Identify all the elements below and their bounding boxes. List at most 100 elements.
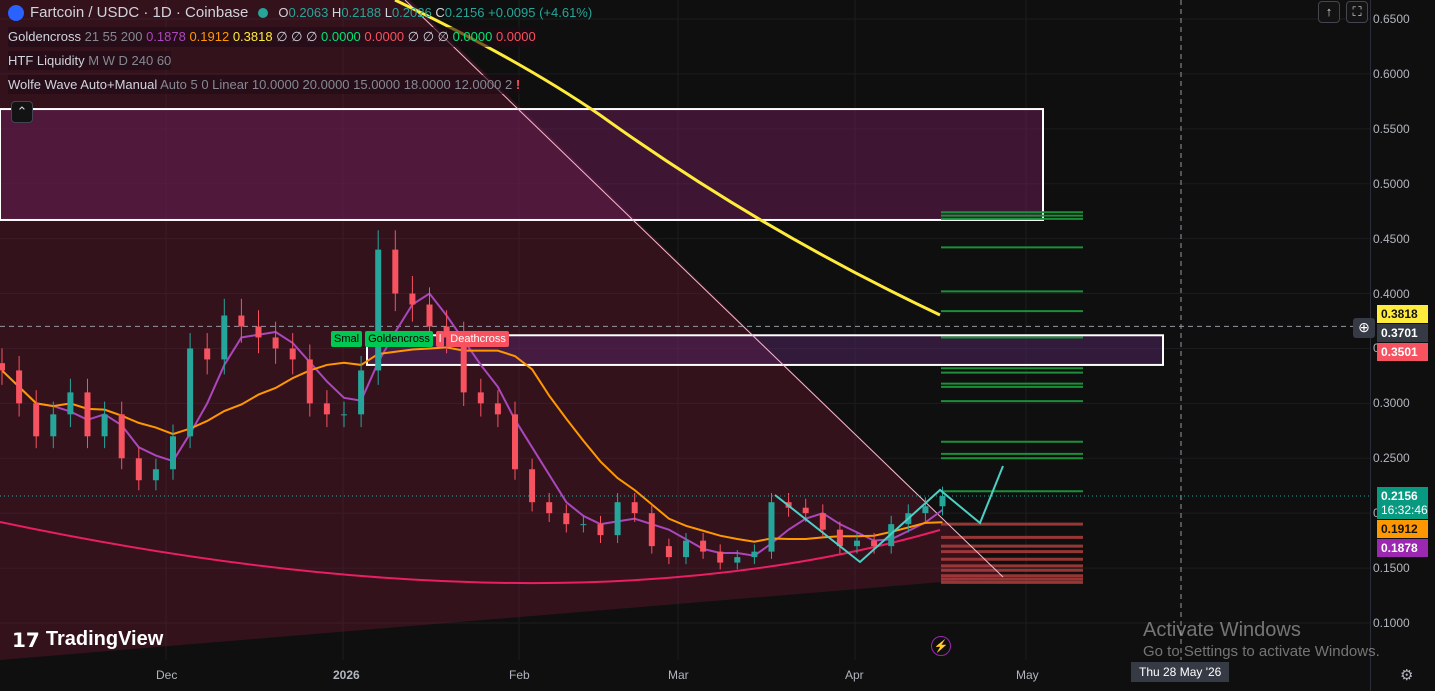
goldencross-value: 0.1878 bbox=[146, 29, 190, 44]
candle bbox=[751, 551, 758, 558]
candle bbox=[221, 315, 228, 360]
price-axis-border bbox=[1370, 0, 1371, 691]
time-tick: Apr bbox=[845, 668, 864, 682]
up-arrow-icon[interactable]: ↑ bbox=[1318, 1, 1340, 23]
candle bbox=[272, 337, 279, 349]
candle bbox=[16, 370, 23, 404]
indicator-name: Wolfe Wave Auto+Manual bbox=[8, 77, 158, 92]
fartcoin-logo-icon bbox=[8, 4, 24, 21]
symbol-title[interactable]: Fartcoin / USDC · 1D · Coinbase bbox=[30, 4, 249, 21]
candle bbox=[50, 414, 57, 437]
time-tick: Dec bbox=[156, 668, 178, 682]
candle bbox=[67, 392, 74, 415]
price-tick: 0.4000 bbox=[1373, 286, 1410, 301]
candle bbox=[358, 370, 365, 415]
price-tick: 0.5500 bbox=[1373, 121, 1410, 136]
candle bbox=[854, 540, 860, 547]
candle bbox=[546, 502, 553, 514]
candle bbox=[135, 458, 142, 481]
market-status-icon bbox=[258, 7, 269, 18]
candle bbox=[255, 326, 262, 338]
add-alert-plus-icon[interactable]: ⊕ bbox=[1353, 318, 1375, 338]
ma-21-line bbox=[1, 292, 944, 557]
candle bbox=[802, 507, 809, 514]
price-tag-value: 0.1912 bbox=[1381, 522, 1418, 537]
candle bbox=[683, 540, 689, 558]
candle bbox=[631, 502, 638, 514]
close-value: 0.2156 bbox=[444, 5, 485, 20]
price-tick: 0.3000 bbox=[1373, 396, 1410, 411]
goldencross-value: 0.0000 bbox=[321, 29, 365, 44]
candle bbox=[460, 337, 467, 393]
price-tick: 0.2500 bbox=[1373, 451, 1410, 466]
tradingview-logo[interactable]: 𝟭𝟳 TradingView bbox=[12, 628, 163, 653]
goldencross-value: 0.1912 bbox=[189, 29, 233, 44]
price-tag: 0.1912 bbox=[1377, 520, 1428, 539]
candle bbox=[409, 293, 416, 305]
candle bbox=[665, 546, 672, 558]
tradingview-wordmark: TradingView bbox=[45, 628, 164, 650]
open-value: 0.2063 bbox=[288, 5, 329, 20]
candle bbox=[204, 348, 211, 360]
high-label: H bbox=[331, 5, 342, 20]
candle bbox=[0, 363, 5, 371]
candle bbox=[614, 502, 621, 536]
candle bbox=[922, 506, 929, 514]
close-label: C bbox=[435, 5, 445, 20]
warning-icon[interactable]: ! bbox=[515, 77, 521, 92]
price-tag-value: 0.3818 bbox=[1381, 306, 1418, 321]
activate-windows-title: Activate Windows bbox=[1143, 619, 1301, 641]
wolfe-wave-zone bbox=[0, 0, 1003, 660]
lightning-icon[interactable]: ⚡ bbox=[931, 636, 951, 656]
goldencross-value: 0.0000 bbox=[364, 29, 408, 44]
indicator-params: M W D 240 60 bbox=[88, 53, 172, 68]
wolfe-wave-projection bbox=[774, 465, 1004, 564]
price-tag: 0.3701 bbox=[1377, 323, 1428, 342]
indicator-name: Goldencross bbox=[8, 29, 81, 44]
fullscreen-icon[interactable]: ⛶ bbox=[1346, 1, 1368, 23]
indicator-wolfe-wave[interactable]: Wolfe Wave Auto+Manual Auto 5 0 Linear 1… bbox=[8, 75, 521, 94]
candle bbox=[289, 348, 296, 360]
ma-55-line bbox=[1, 346, 943, 543]
candle bbox=[170, 436, 176, 470]
candle bbox=[443, 326, 450, 338]
change-value: +0.0095 (+4.61%) bbox=[488, 5, 593, 20]
candle bbox=[939, 496, 946, 507]
signal-small-2: l bbox=[435, 331, 445, 347]
price-tick: 0.6000 bbox=[1373, 66, 1410, 81]
settings-gear-icon[interactable]: ⚙ bbox=[1400, 667, 1414, 684]
goldencross-value: 0.3818 bbox=[232, 29, 277, 44]
price-tag: 0.2156 16:32:46 bbox=[1377, 487, 1428, 520]
price-tag-value: 0.2156 bbox=[1381, 489, 1418, 504]
candle bbox=[819, 513, 826, 530]
price-tag-value: 0.1878 bbox=[1381, 541, 1418, 556]
candle bbox=[648, 513, 655, 547]
candle bbox=[152, 469, 159, 481]
collapse-legend-chevron-up-icon[interactable]: ⌃ bbox=[11, 101, 33, 123]
candle bbox=[426, 304, 433, 327]
candle bbox=[768, 502, 775, 552]
candle bbox=[563, 513, 570, 525]
tv-logo-icon: 𝟭𝟳 bbox=[12, 630, 40, 652]
signal-labels: Smal Goldencross l Deathcross bbox=[331, 331, 509, 347]
price-tick: 0.6500 bbox=[1373, 12, 1410, 26]
price-chart[interactable] bbox=[0, 0, 1370, 691]
symbol-legend: Fartcoin / USDC · 1D · Coinbase O0.2063 … bbox=[8, 4, 592, 21]
candle bbox=[871, 540, 878, 547]
candle bbox=[477, 392, 484, 404]
time-tick: May bbox=[1016, 668, 1039, 682]
candle bbox=[494, 403, 501, 415]
candle bbox=[392, 249, 399, 294]
candle bbox=[33, 403, 40, 437]
indicator-params: Auto 5 0 Linear 10.0000 20.0000 15.0000 … bbox=[160, 77, 513, 92]
indicator-goldencross[interactable]: Goldencross 21 55 200 0.1878 0.1912 0.38… bbox=[8, 27, 536, 47]
low-label: L bbox=[384, 5, 392, 20]
signal-deathcross: Deathcross bbox=[447, 331, 509, 347]
countdown-timer: 16:32:46 bbox=[1381, 503, 1428, 518]
signal-small: Smal bbox=[331, 331, 363, 347]
indicator-htf-liquidity[interactable]: HTF Liquidity M W D 240 60 bbox=[8, 51, 172, 70]
candle bbox=[341, 414, 347, 416]
low-value: 0.2026 bbox=[391, 5, 432, 20]
candle bbox=[512, 414, 518, 470]
time-tick: 2026 bbox=[333, 668, 360, 682]
